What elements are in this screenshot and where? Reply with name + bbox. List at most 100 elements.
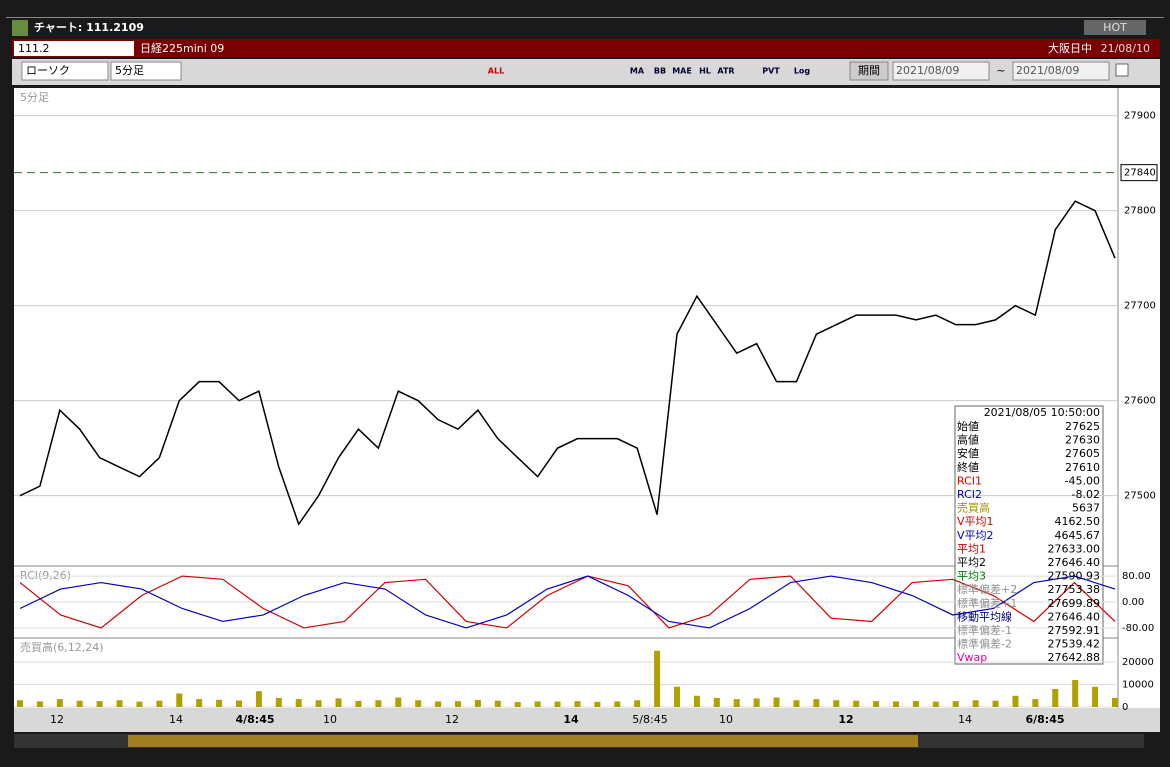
y-tick-label: -80.00	[1122, 623, 1154, 634]
x-tick-label: 10	[323, 713, 337, 726]
volume-bar	[474, 700, 481, 707]
separator-text: ~	[996, 64, 1005, 77]
volume-bar	[1112, 698, 1118, 707]
x-tick-label: 4/8:45	[235, 713, 274, 726]
volume-bar	[395, 697, 402, 707]
volume-bar	[594, 701, 601, 707]
info-value: 27625	[1065, 420, 1100, 433]
info-label: 標準偏差-1	[957, 623, 1012, 637]
interval-select[interactable]	[110, 61, 182, 81]
info-label: RCI1	[957, 474, 982, 487]
info-value: 4162.50	[1055, 515, 1101, 528]
info-label: 売買高	[957, 501, 990, 515]
x-tick-label: 12	[838, 713, 853, 726]
info-header: 2021/08/05 10:50:00	[984, 406, 1100, 419]
symbol-bar	[12, 39, 1160, 57]
volume-bar	[116, 700, 123, 707]
volume-bar	[693, 695, 700, 707]
interval: 5分足	[115, 64, 144, 77]
checkbox[interactable]	[1115, 63, 1129, 77]
volume-bar	[674, 686, 680, 707]
separator	[6, 17, 1164, 18]
from-date: 2021/08/09	[896, 64, 959, 77]
rci-line	[19, 575, 1116, 629]
volume-bar	[713, 698, 720, 707]
volume-bar	[315, 700, 322, 707]
y-tick-label: 27600	[1124, 396, 1156, 407]
scroll-thumb[interactable]	[128, 735, 918, 747]
period-button[interactable]	[849, 61, 889, 81]
info-label: 平均3	[957, 570, 986, 583]
toolbar-button: MAE	[672, 67, 692, 76]
volume-bar	[873, 701, 880, 707]
y-tick-label: 27800	[1124, 206, 1156, 217]
info-value: 27590.93	[1048, 570, 1101, 583]
window-title: チャート: 111.2109	[34, 21, 144, 34]
info-label: 標準偏差+2	[957, 582, 1017, 596]
x-tick-label: 14	[958, 713, 972, 726]
volume-bar	[932, 701, 939, 707]
volume-bar	[196, 699, 203, 707]
volume-bar	[275, 698, 282, 707]
style-select[interactable]	[21, 61, 109, 81]
info-value: 4645.67	[1055, 529, 1101, 542]
x-tick-label: 6/8:45	[1025, 713, 1064, 726]
info-value: 27646.40	[1048, 556, 1101, 569]
x-tick-label: 14	[169, 713, 183, 726]
date: 21/08/10	[1101, 42, 1150, 55]
toolbar-button: ATR	[717, 67, 734, 76]
y-tick-label: 20000	[1122, 657, 1154, 668]
y-tick-label: 27700	[1124, 301, 1156, 312]
from-box[interactable]	[892, 61, 990, 81]
volume-bar	[952, 701, 959, 707]
volume-bar	[773, 697, 780, 707]
info-value: 27699.89	[1048, 597, 1101, 610]
volume-bar	[295, 699, 302, 707]
volume-bar	[455, 701, 461, 707]
volume-bar	[634, 700, 641, 707]
to-box[interactable]	[1012, 61, 1110, 81]
info-panel	[954, 405, 1104, 665]
volume-bar	[793, 700, 800, 707]
code-box[interactable]	[14, 41, 134, 56]
rci-line	[19, 575, 1116, 629]
info-value: 5637	[1072, 502, 1100, 515]
info-label: 始値	[957, 419, 979, 433]
info-label: RCI2	[957, 488, 982, 501]
volume-bar	[893, 701, 899, 707]
volume-bar	[1032, 699, 1039, 707]
panel-label: RCI(9,26)	[20, 569, 71, 582]
info-value: -45.00	[1065, 474, 1100, 487]
x-tick-label: 12	[445, 713, 459, 726]
volume-bar	[216, 699, 223, 707]
toolbar-button: Log	[794, 67, 811, 76]
hot-button[interactable]	[1084, 20, 1146, 35]
hot-label: HOT	[1103, 21, 1127, 34]
y-tick-label: 27900	[1124, 111, 1156, 122]
y-tick-label: 0.00	[1122, 597, 1144, 608]
x-axis-strip	[14, 708, 1160, 732]
volume-bar	[355, 700, 362, 707]
info-label: 安値	[957, 446, 979, 460]
panel-label: 5分足	[20, 91, 49, 104]
info-value: 27646.40	[1048, 610, 1101, 623]
y-tick-label: 0	[1122, 702, 1128, 713]
toolbar-button: PVT	[762, 67, 780, 76]
info-label: 平均1	[957, 542, 986, 555]
info-value: 27592.91	[1048, 624, 1101, 637]
volume-bar	[813, 699, 820, 707]
info-label: 標準偏差-2	[957, 637, 1012, 651]
volume-bar	[614, 701, 621, 707]
info-value: 27539.42	[1048, 638, 1101, 651]
symbol-name: 日経225mini 09	[140, 42, 224, 55]
chart-style: ローソク	[26, 64, 70, 77]
current-box	[1120, 164, 1158, 182]
volume-bar	[1052, 689, 1059, 707]
app-icon	[12, 20, 28, 36]
toolbar-button: ALL	[488, 67, 504, 76]
volume-bar	[375, 700, 382, 707]
info-value: 27633.00	[1048, 542, 1101, 555]
info-value: -8.02	[1072, 488, 1100, 501]
info-label: 高値	[957, 433, 979, 447]
toolbar-button: BB	[654, 67, 666, 76]
